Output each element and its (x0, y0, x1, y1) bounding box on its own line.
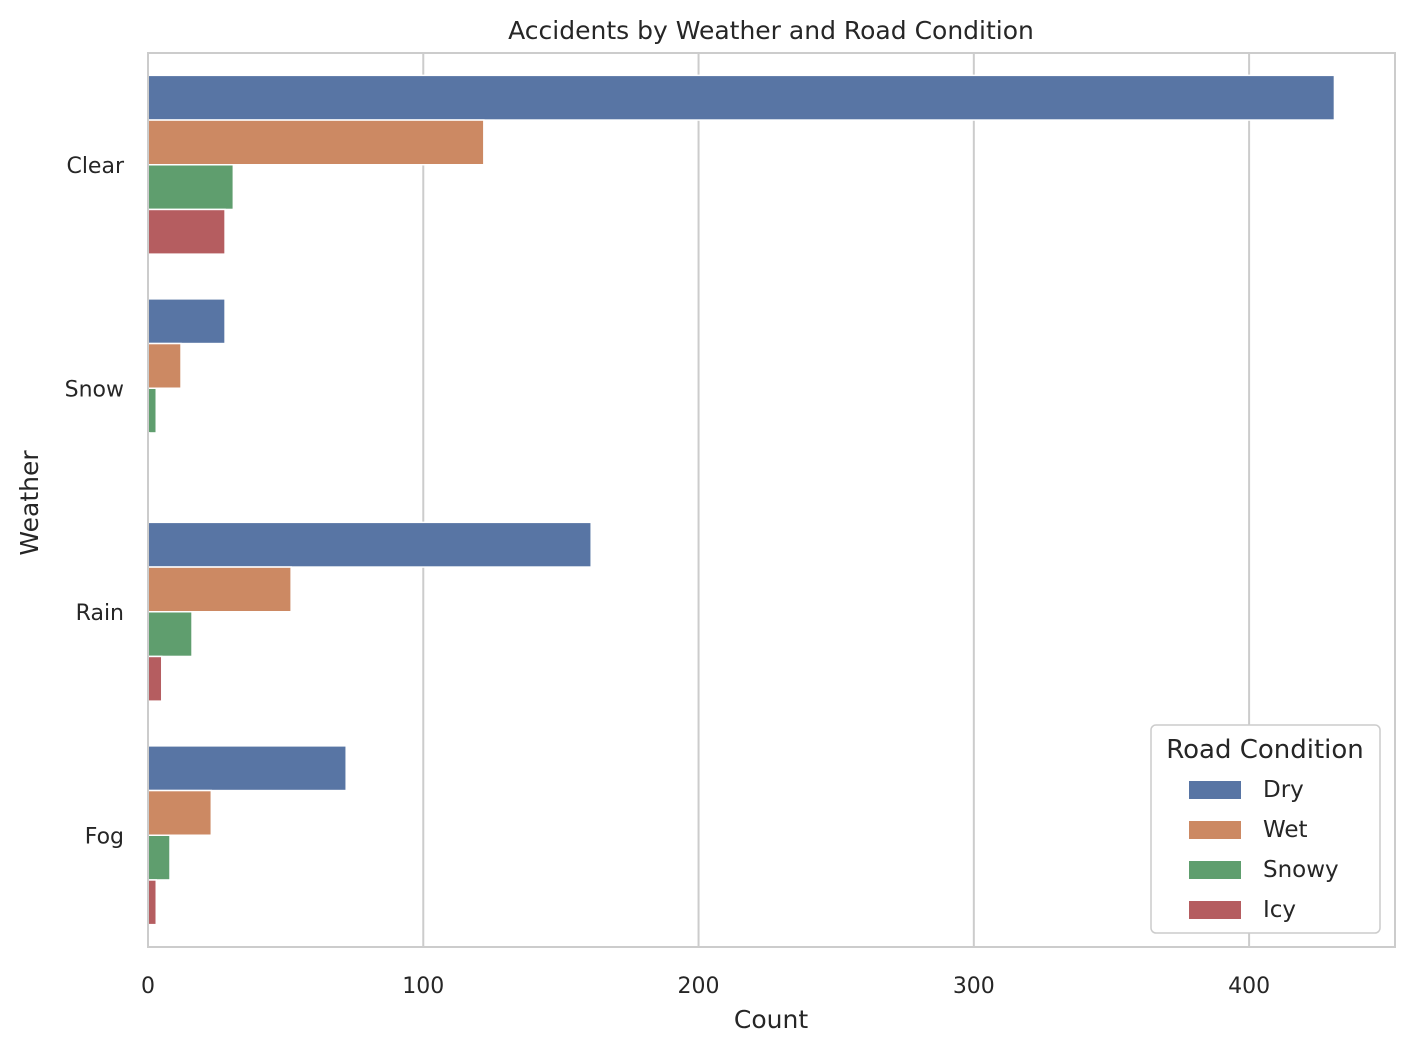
grid-lines (422, 53, 1251, 947)
bars (147, 74, 1336, 926)
chart-title: Accidents by Weather and Road Condition (508, 16, 1034, 45)
bar-fog-wet (147, 789, 213, 836)
legend-box (1150, 724, 1381, 934)
bar-snow-wet (147, 342, 182, 389)
x-tick-label: 300 (953, 974, 995, 999)
bar-fog-dry (147, 745, 347, 792)
y-tick-label-snow: Snow (65, 377, 124, 402)
x-tick-label: 200 (678, 974, 720, 999)
x-tick-label: 400 (1228, 974, 1270, 999)
bar-fog-snowy (147, 834, 171, 881)
bar-clear-icy (147, 208, 226, 255)
bar-clear-snowy (147, 164, 235, 211)
x-axis-label: Count (734, 1005, 808, 1034)
bar-clear-dry (147, 74, 1336, 121)
legend-title: Road Condition (1166, 735, 1364, 765)
legend-swatch-dry (1189, 781, 1241, 799)
y-axis-label: Weather (15, 450, 44, 556)
y-ticks: Clear Snow Rain Fog (65, 154, 125, 850)
legend-label-snowy: Snowy (1263, 857, 1339, 883)
legend-label-dry: Dry (1263, 777, 1304, 803)
x-ticks: 0 100 200 300 400 (141, 974, 1270, 999)
x-tick-label: 0 (141, 974, 155, 999)
bar-rain-snowy (147, 611, 193, 658)
legend: Road Condition Dry Wet Snowy Icy (1150, 724, 1381, 934)
y-tick-label-clear: Clear (66, 154, 124, 179)
x-tick-label: 100 (402, 974, 444, 999)
bar-rain-icy (147, 655, 163, 702)
y-tick-label-fog: Fog (85, 824, 124, 849)
bar-snow-snowy (147, 387, 158, 434)
legend-swatch-icy (1189, 901, 1241, 919)
y-tick-label-rain: Rain (76, 601, 124, 626)
legend-label-wet: Wet (1263, 817, 1308, 843)
bar-fog-icy (147, 879, 158, 926)
bar-rain-dry (147, 521, 592, 568)
legend-label-icy: Icy (1263, 897, 1296, 923)
legend-swatch-snowy (1189, 861, 1241, 879)
plot-frame (147, 52, 1396, 948)
legend-swatch-wet (1189, 821, 1241, 839)
bar-snow-dry (147, 298, 226, 345)
bar-rain-wet (147, 566, 292, 613)
legend-items: Dry Wet Snowy Icy (1189, 777, 1339, 923)
bar-clear-wet (147, 119, 485, 166)
